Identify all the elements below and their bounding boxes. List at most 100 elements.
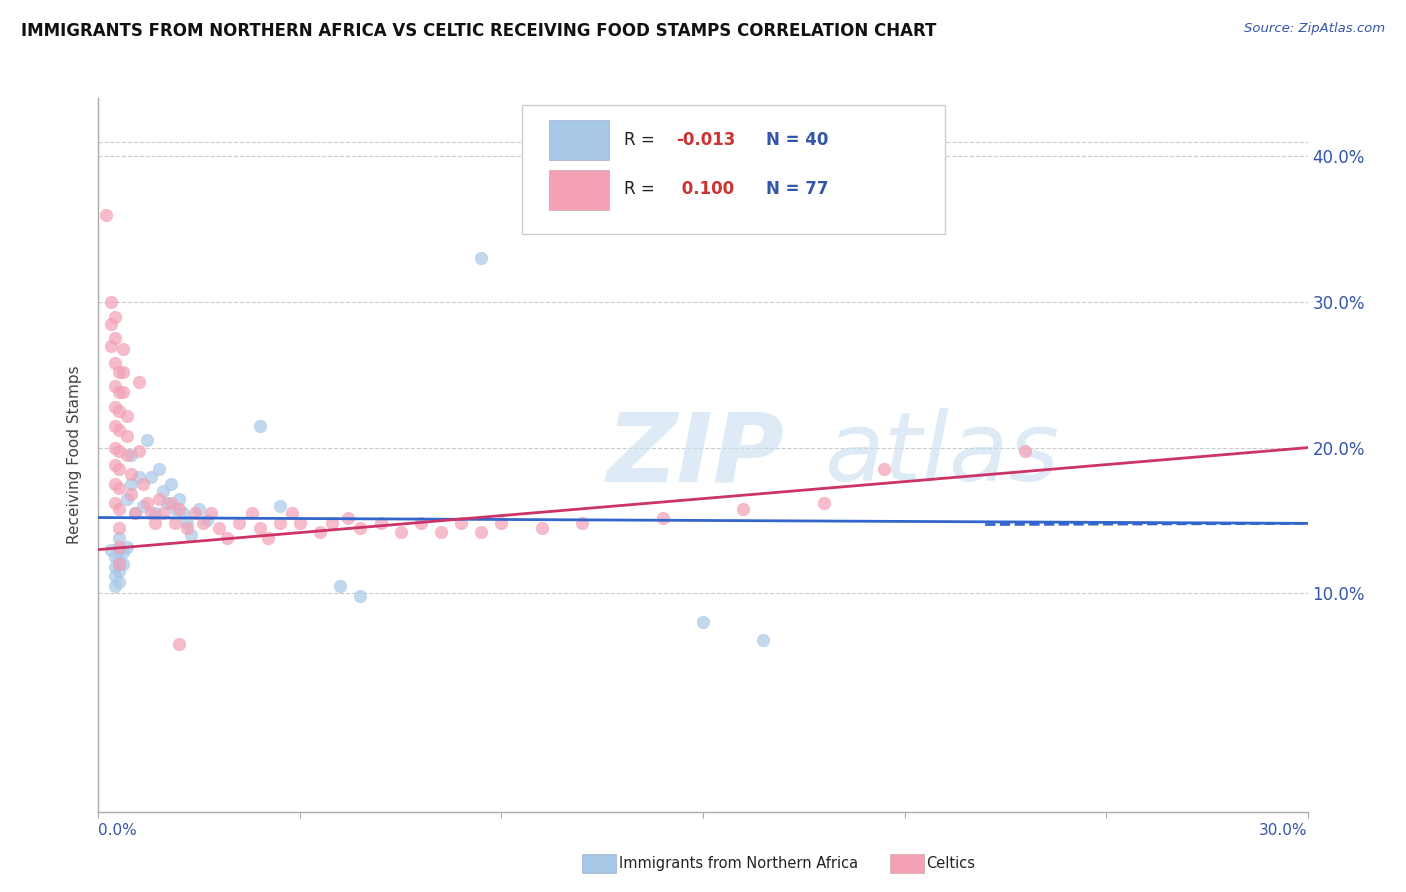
Point xyxy=(176,521,198,535)
Point xyxy=(409,516,432,531)
Point xyxy=(124,506,146,520)
Point xyxy=(103,356,125,370)
Text: Immigrants from Northern Africa: Immigrants from Northern Africa xyxy=(619,856,858,871)
Point xyxy=(176,516,198,531)
Point xyxy=(135,496,157,510)
Text: 0.100: 0.100 xyxy=(676,180,734,198)
Point xyxy=(160,496,183,510)
Point xyxy=(107,565,129,579)
Text: -0.013: -0.013 xyxy=(676,130,735,148)
Point xyxy=(530,521,553,535)
Point xyxy=(389,525,412,540)
Point xyxy=(107,557,129,571)
Point xyxy=(370,516,392,531)
Point xyxy=(167,637,190,651)
Point xyxy=(107,521,129,535)
Point xyxy=(217,531,239,545)
Point xyxy=(188,501,211,516)
FancyBboxPatch shape xyxy=(550,170,609,211)
Point xyxy=(107,482,129,496)
Point xyxy=(873,462,896,476)
Point xyxy=(692,615,714,630)
Point xyxy=(135,434,157,448)
Point xyxy=(195,513,218,527)
Text: 30.0%: 30.0% xyxy=(1260,823,1308,838)
Point xyxy=(152,484,174,499)
Point xyxy=(107,554,129,568)
Point xyxy=(103,477,125,491)
Point xyxy=(115,448,138,462)
Point xyxy=(156,496,179,510)
Point xyxy=(107,365,129,379)
Point xyxy=(139,469,162,483)
Point xyxy=(115,429,138,443)
Point xyxy=(329,579,352,593)
Point xyxy=(249,418,271,433)
Point xyxy=(256,531,278,545)
Point xyxy=(184,506,207,520)
Point xyxy=(228,516,250,531)
Point xyxy=(167,501,190,516)
Point xyxy=(180,528,202,542)
Point xyxy=(120,448,142,462)
Point xyxy=(470,252,492,266)
FancyBboxPatch shape xyxy=(550,120,609,161)
Point xyxy=(128,375,150,389)
Point xyxy=(152,506,174,520)
Point xyxy=(120,467,142,481)
Point xyxy=(120,477,142,491)
Point xyxy=(103,496,125,510)
Point xyxy=(430,525,453,540)
Point xyxy=(107,542,129,557)
Point xyxy=(115,540,138,554)
Point xyxy=(309,525,332,540)
Point xyxy=(491,516,513,531)
Point xyxy=(103,331,125,345)
Point xyxy=(107,404,129,418)
Point xyxy=(470,525,492,540)
Point xyxy=(193,516,215,531)
Point xyxy=(128,469,150,483)
Point xyxy=(139,506,162,520)
Point xyxy=(111,385,134,400)
Point xyxy=(651,510,673,524)
Point xyxy=(1014,443,1036,458)
Point xyxy=(349,521,371,535)
Point xyxy=(132,499,155,513)
Point xyxy=(208,521,231,535)
Point xyxy=(103,418,125,433)
Point xyxy=(132,477,155,491)
Text: Source: ZipAtlas.com: Source: ZipAtlas.com xyxy=(1244,22,1385,36)
Point xyxy=(163,501,186,516)
Point xyxy=(733,501,755,516)
Point xyxy=(115,409,138,423)
Point xyxy=(143,506,166,520)
Point xyxy=(100,317,122,331)
Point xyxy=(163,516,186,531)
Point xyxy=(200,506,222,520)
Point xyxy=(103,560,125,574)
Point xyxy=(103,569,125,583)
Point xyxy=(107,540,129,554)
Point xyxy=(111,545,134,559)
Point xyxy=(349,589,371,603)
Point xyxy=(269,499,291,513)
Text: Celtics: Celtics xyxy=(927,856,976,871)
Y-axis label: Receiving Food Stamps: Receiving Food Stamps xyxy=(67,366,83,544)
Text: N = 77: N = 77 xyxy=(766,180,828,198)
Point xyxy=(100,295,122,310)
Point xyxy=(103,579,125,593)
Point xyxy=(111,365,134,379)
Point xyxy=(103,549,125,564)
Point xyxy=(103,310,125,324)
Text: R =: R = xyxy=(624,130,661,148)
Point xyxy=(100,339,122,353)
Point xyxy=(288,516,311,531)
Text: 0.0%: 0.0% xyxy=(98,823,138,838)
Point xyxy=(115,491,138,506)
Text: R =: R = xyxy=(624,180,661,198)
Point xyxy=(103,400,125,414)
Point xyxy=(100,542,122,557)
Point xyxy=(172,506,194,520)
Point xyxy=(249,521,271,535)
